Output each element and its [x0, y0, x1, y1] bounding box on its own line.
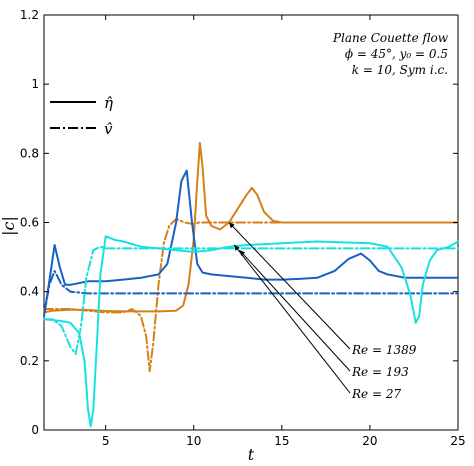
re-pointer-arrowhead	[234, 245, 240, 251]
x-tick-label: 10	[186, 434, 201, 448]
x-tick-label: 5	[102, 434, 110, 448]
y-tick-label: 1	[31, 77, 39, 91]
series-re1389-eta-line	[43, 142, 459, 314]
re-label-193: Re = 193	[351, 365, 409, 379]
annotation-line-2: ϕ = 45°, y₀ = 0.5	[345, 47, 448, 61]
re-pointer-arrowhead	[229, 222, 235, 229]
pointer-layer	[228, 222, 351, 394]
re-pointer-line	[228, 222, 351, 350]
x-axis-label: t	[248, 445, 255, 464]
re-pointer-arrowhead	[239, 250, 246, 256]
series-re193-v-line	[43, 269, 459, 317]
series-re27-eta-line	[43, 235, 459, 428]
ticks-layer: 5 10 15 20 25 0 0.2 0.4 0.6 0.8 1 1.2	[20, 8, 466, 448]
legend-v-label: v̂	[104, 120, 113, 138]
y-tick-label: 0.4	[20, 285, 39, 299]
re-pointer-line	[233, 244, 351, 394]
y-tick-label: 0	[31, 423, 39, 437]
y-tick-label: 1.2	[20, 8, 39, 22]
series-re193-eta-line	[43, 169, 459, 317]
y-tick-label: 0.2	[20, 354, 39, 368]
y-axis-label: |c|	[0, 216, 18, 236]
x-tick-label: 25	[450, 434, 465, 448]
y-tick-label: 0.6	[20, 216, 39, 230]
re-label-1389: Re = 1389	[351, 343, 417, 357]
annotation-line-1: Plane Couette flow	[332, 31, 449, 45]
re-label-27: Re = 27	[351, 387, 401, 401]
annotation-line-3: k = 10, Sym i.c.	[352, 63, 448, 77]
re-pointer-line	[239, 249, 351, 372]
x-tick-label: 15	[274, 434, 289, 448]
x-tick-label: 20	[362, 434, 377, 448]
y-tick-label: 0.8	[20, 146, 39, 160]
legend-eta-label: η̂	[104, 94, 113, 112]
series-layer	[43, 142, 459, 428]
series-re1389-v-line	[43, 218, 459, 373]
